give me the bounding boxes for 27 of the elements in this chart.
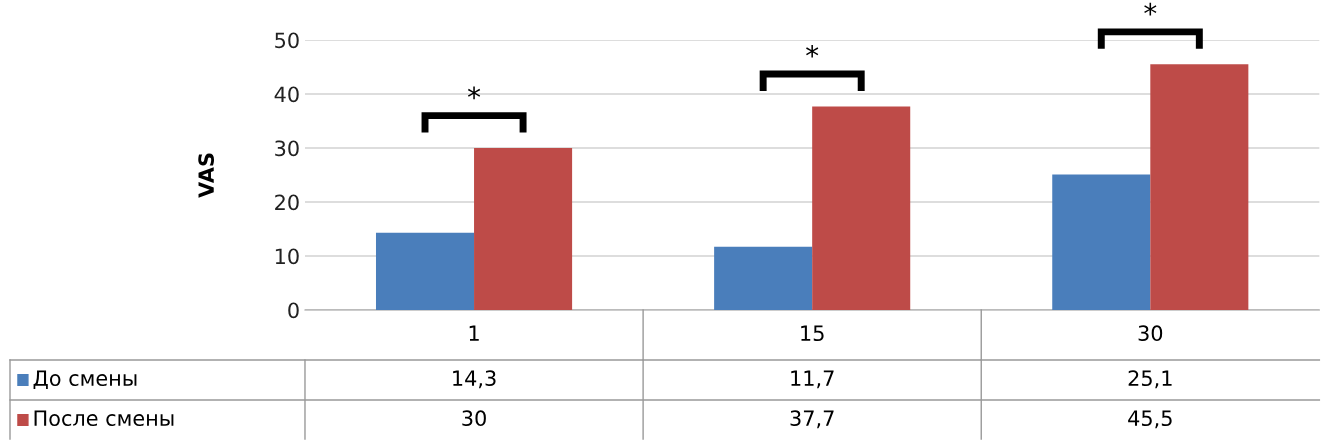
data-label: 11,7 <box>791 370 834 389</box>
bar <box>1052 174 1151 310</box>
y-tick-label: 20 <box>275 194 299 211</box>
x-tick-label: 30 <box>1138 325 1163 342</box>
y-axis-title: VAS <box>198 153 215 198</box>
y-tick-label: 40 <box>274 86 299 103</box>
bar <box>714 246 813 310</box>
bar <box>474 148 573 310</box>
data-label: 45,5 <box>1128 410 1172 429</box>
y-tick-label: 30 <box>275 140 299 157</box>
y-tick-label: 0 <box>288 302 299 319</box>
bar <box>1150 64 1249 310</box>
legend-label: После смены <box>34 410 174 427</box>
annotation: * <box>806 44 819 58</box>
legend-label: До смены <box>33 370 137 390</box>
data-label: 25,1 <box>1128 370 1172 389</box>
x-tick-label: 1 <box>469 325 479 341</box>
data-label: 14,3 <box>453 370 496 389</box>
data-label: 30 <box>462 410 486 427</box>
y-tick-label: 50 <box>275 32 299 49</box>
y-tick-label: 10 <box>275 248 299 265</box>
data-label: 37,7 <box>790 410 834 429</box>
annotation: * <box>467 86 481 100</box>
x-tick-label: 15 <box>801 325 824 342</box>
text: * <box>1144 2 1157 16</box>
bar <box>812 106 911 310</box>
bar <box>375 232 475 310</box>
